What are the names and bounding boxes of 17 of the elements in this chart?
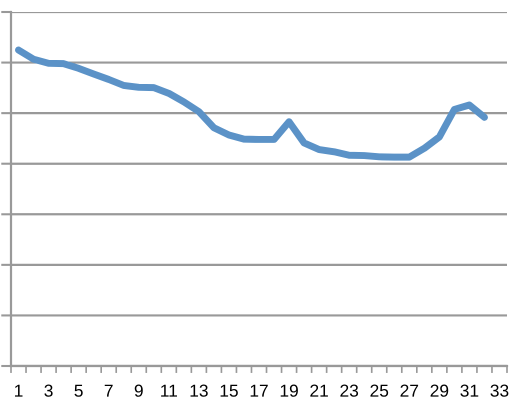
x-tick-label: 7 [104, 384, 113, 397]
x-tick-label: 27 [400, 384, 418, 397]
x-tick-label: 19 [280, 384, 298, 397]
x-tick-label: 9 [134, 384, 143, 397]
x-tick-label: 1 [15, 384, 22, 397]
x-tick-label: 21 [310, 384, 328, 397]
x-tick-label: 25 [370, 384, 388, 397]
x-tick-label: 3 [44, 384, 53, 397]
x-tick-label: 11 [161, 384, 177, 397]
x-tick-label: 31 [460, 384, 478, 397]
x-tick-label: 15 [220, 384, 238, 397]
x-tick-label: 5 [74, 384, 83, 397]
x-tick-label: 29 [430, 384, 448, 397]
x-tick-label: 33 [490, 384, 508, 397]
x-tick-label: 17 [250, 384, 268, 397]
x-tick-label: 13 [190, 384, 208, 397]
x-tick-label: 23 [340, 384, 358, 397]
